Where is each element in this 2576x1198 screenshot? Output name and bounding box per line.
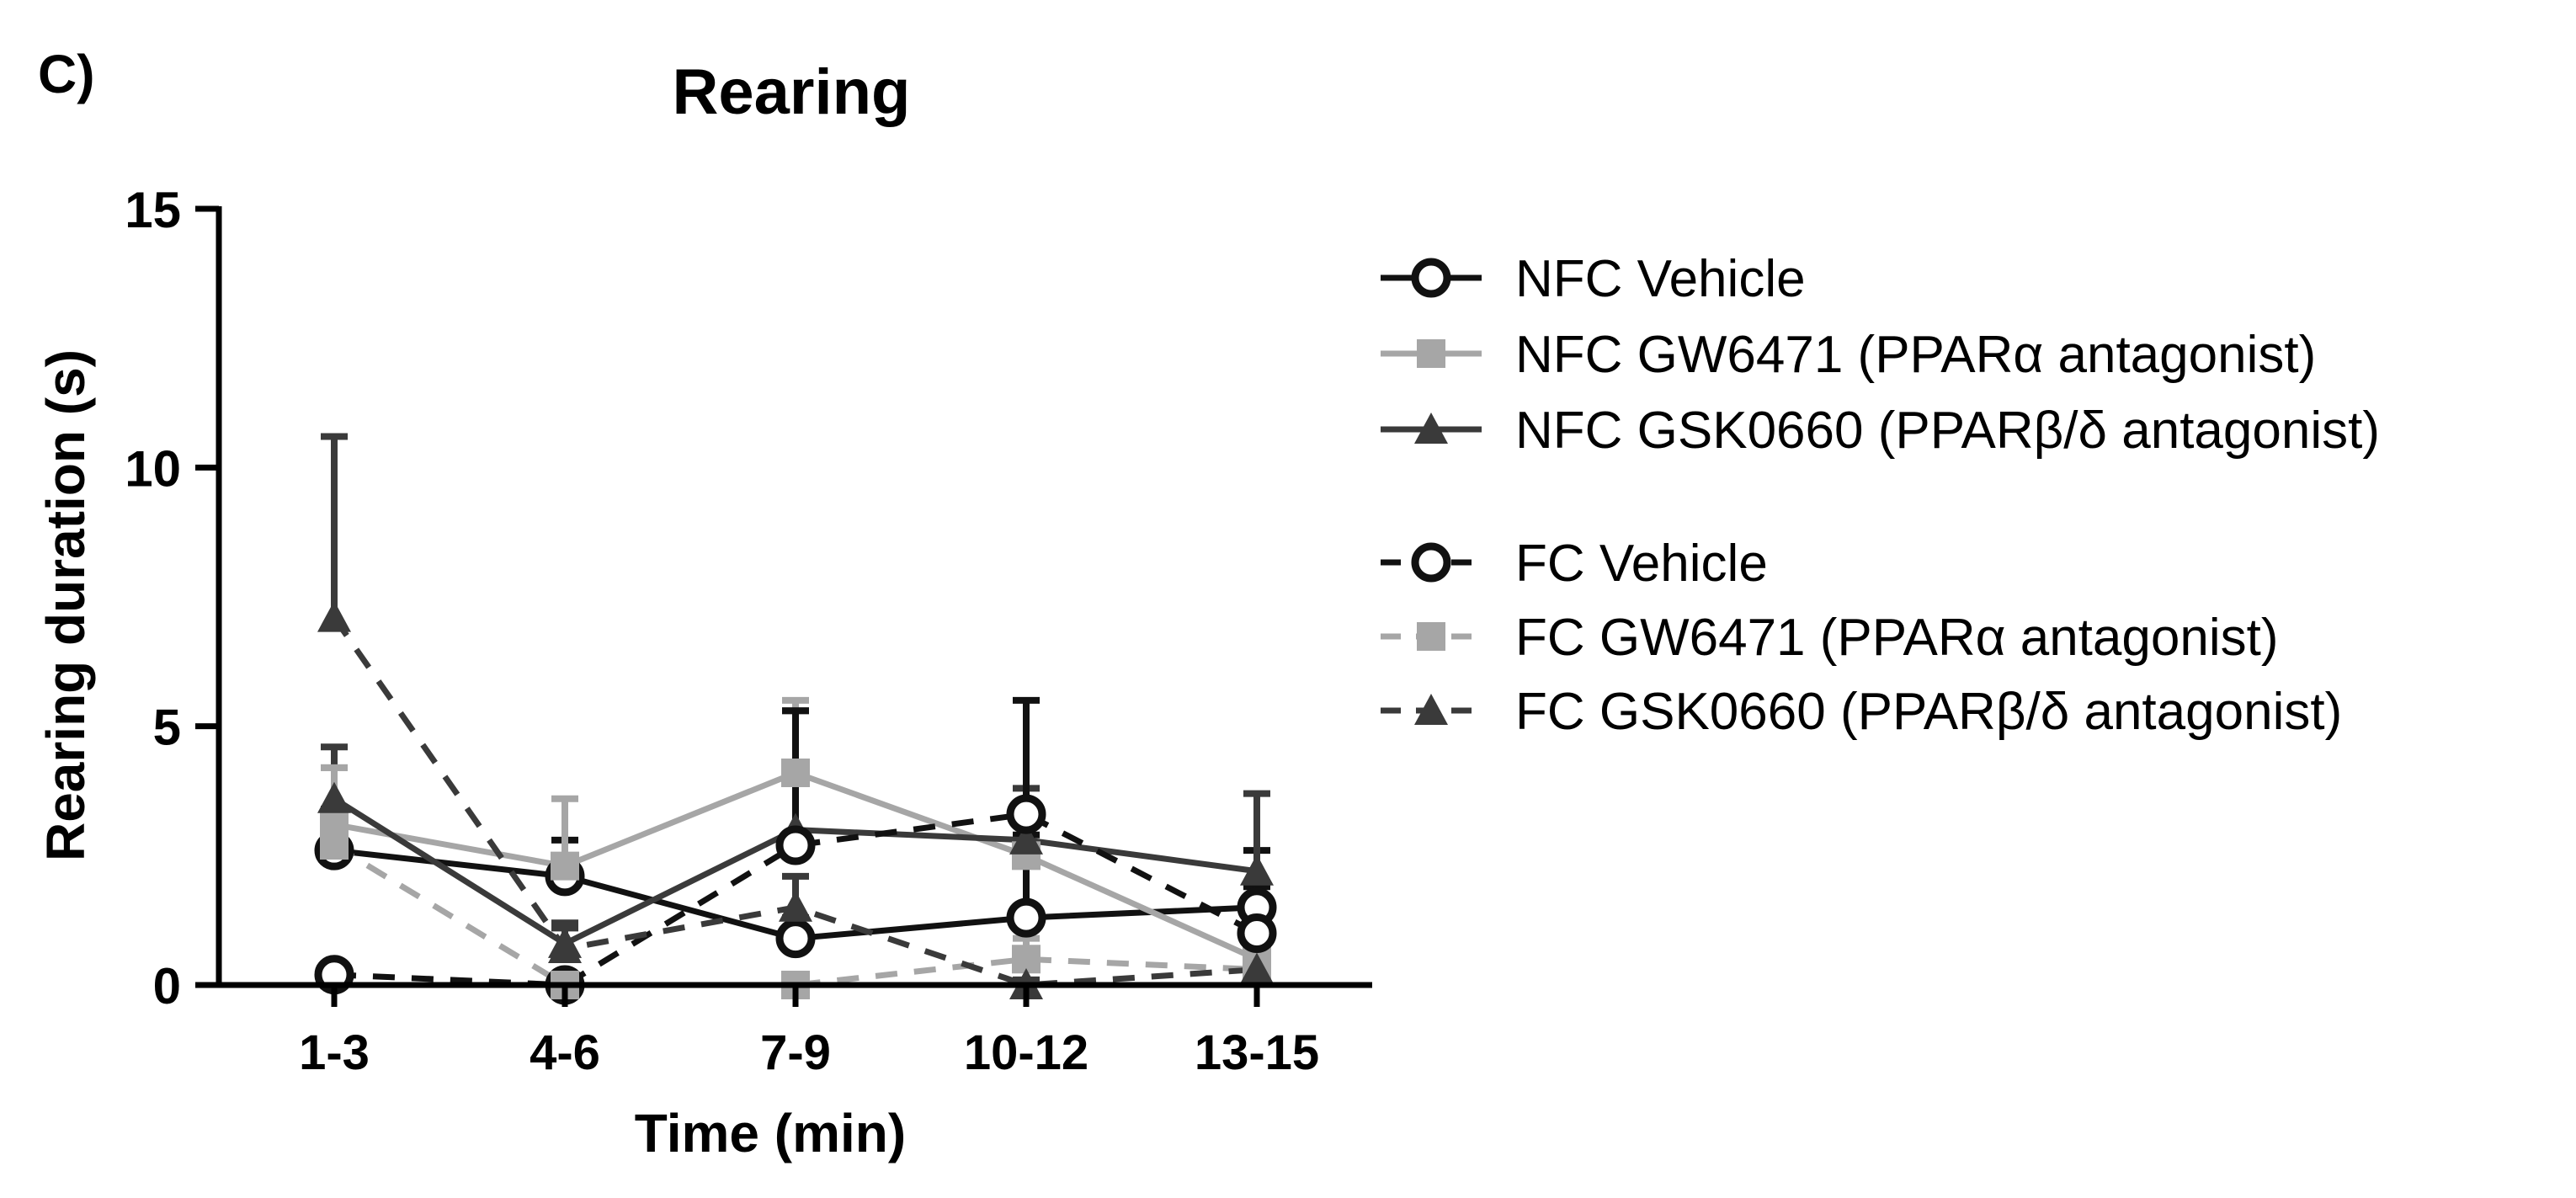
data-point (317, 781, 351, 813)
series-line (333, 811, 1259, 988)
legend-marker (1414, 694, 1448, 725)
legend-label: NFC Vehicle (1515, 250, 1806, 308)
legend-marker (1417, 339, 1445, 368)
axes: 0 5 10 15 1-3 4-6 7-9 10-12 13-15 (125, 182, 1372, 1080)
legend-marker (1411, 542, 1451, 583)
data-point (548, 931, 582, 963)
y-axis-label: Rearing duration (s) (35, 349, 96, 861)
data-point (781, 758, 810, 787)
data-point (775, 918, 816, 959)
data-point (1240, 952, 1274, 984)
legend-marker (1417, 622, 1445, 651)
data-point (779, 890, 812, 922)
data-point (317, 600, 351, 632)
data-point (1006, 794, 1046, 834)
data-point (320, 831, 349, 860)
x-tick-label: 7-9 (760, 1025, 831, 1080)
x-tick-label: 13-15 (1195, 1025, 1319, 1080)
legend: NFC Vehicle NFC GW6471 (PPARα antagonist)… (1381, 250, 2380, 741)
x-tick-label: 10-12 (964, 1025, 1088, 1080)
x-tick-label: 1-3 (299, 1025, 370, 1080)
data-point (775, 825, 816, 865)
legend-marker (1411, 258, 1451, 298)
legend-marker (1414, 413, 1448, 444)
chart-title: Rearing (673, 56, 911, 128)
data-point (1006, 897, 1046, 938)
legend-label: FC GW6471 (PPARα antagonist) (1515, 609, 2278, 667)
data-point (1009, 823, 1043, 855)
panel-label: C) (38, 44, 95, 104)
y-tick-label: 10 (125, 440, 181, 497)
data-point (551, 851, 579, 881)
y-tick-label: 15 (125, 182, 181, 238)
legend-label: NFC GSK0660 (PPARβ/δ antagonist) (1515, 402, 2380, 460)
legend-label: FC GSK0660 (PPARβ/δ antagonist) (1515, 683, 2342, 741)
legend-label: NFC GW6471 (PPARα antagonist) (1515, 326, 2316, 384)
y-tick-label: 0 (153, 958, 181, 1014)
x-tick-label: 4-6 (530, 1025, 600, 1080)
y-tick-label: 5 (153, 700, 181, 756)
legend-label: FC Vehicle (1515, 535, 1768, 593)
x-axis-label: Time (min) (635, 1103, 906, 1163)
data-point (1240, 854, 1274, 886)
plot-area (314, 433, 1277, 1005)
data-point (1237, 913, 1277, 954)
